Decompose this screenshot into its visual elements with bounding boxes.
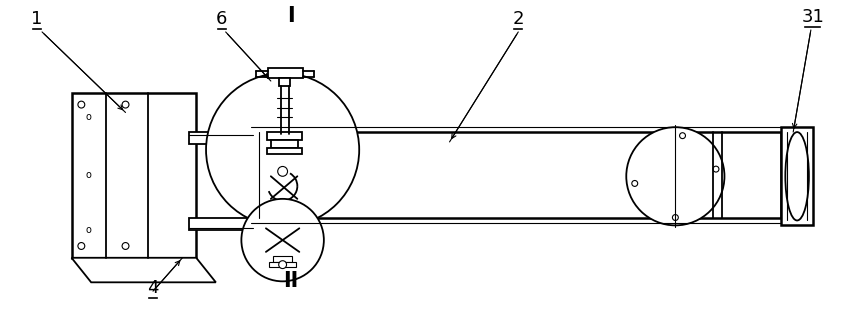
Circle shape xyxy=(632,181,638,186)
Ellipse shape xyxy=(785,132,809,221)
Circle shape xyxy=(122,101,129,108)
Circle shape xyxy=(206,73,359,226)
Text: 4: 4 xyxy=(147,279,159,297)
Bar xyxy=(71,93,196,258)
Circle shape xyxy=(672,214,678,221)
Circle shape xyxy=(679,133,685,138)
Polygon shape xyxy=(71,258,216,282)
Circle shape xyxy=(627,127,724,225)
Bar xyxy=(267,132,302,140)
Bar xyxy=(189,132,253,144)
Bar xyxy=(189,219,253,230)
Bar xyxy=(268,68,303,78)
Text: o: o xyxy=(85,112,91,122)
Circle shape xyxy=(713,166,719,172)
Bar xyxy=(278,78,290,86)
Circle shape xyxy=(122,242,129,250)
Circle shape xyxy=(278,166,288,176)
Circle shape xyxy=(78,242,85,250)
Text: 6: 6 xyxy=(216,10,228,28)
Circle shape xyxy=(278,261,287,269)
Bar xyxy=(781,127,812,225)
Bar xyxy=(271,140,298,148)
Circle shape xyxy=(241,199,323,281)
Text: 1: 1 xyxy=(31,10,42,28)
Bar xyxy=(251,132,781,219)
Bar xyxy=(273,256,292,262)
Circle shape xyxy=(78,101,85,108)
Bar xyxy=(267,148,302,154)
Bar xyxy=(269,262,296,267)
Text: o: o xyxy=(85,225,91,235)
Text: 2: 2 xyxy=(513,10,524,28)
Text: I: I xyxy=(287,6,295,26)
Text: o: o xyxy=(85,170,91,180)
Text: II: II xyxy=(283,271,298,291)
Text: 31: 31 xyxy=(801,8,824,26)
